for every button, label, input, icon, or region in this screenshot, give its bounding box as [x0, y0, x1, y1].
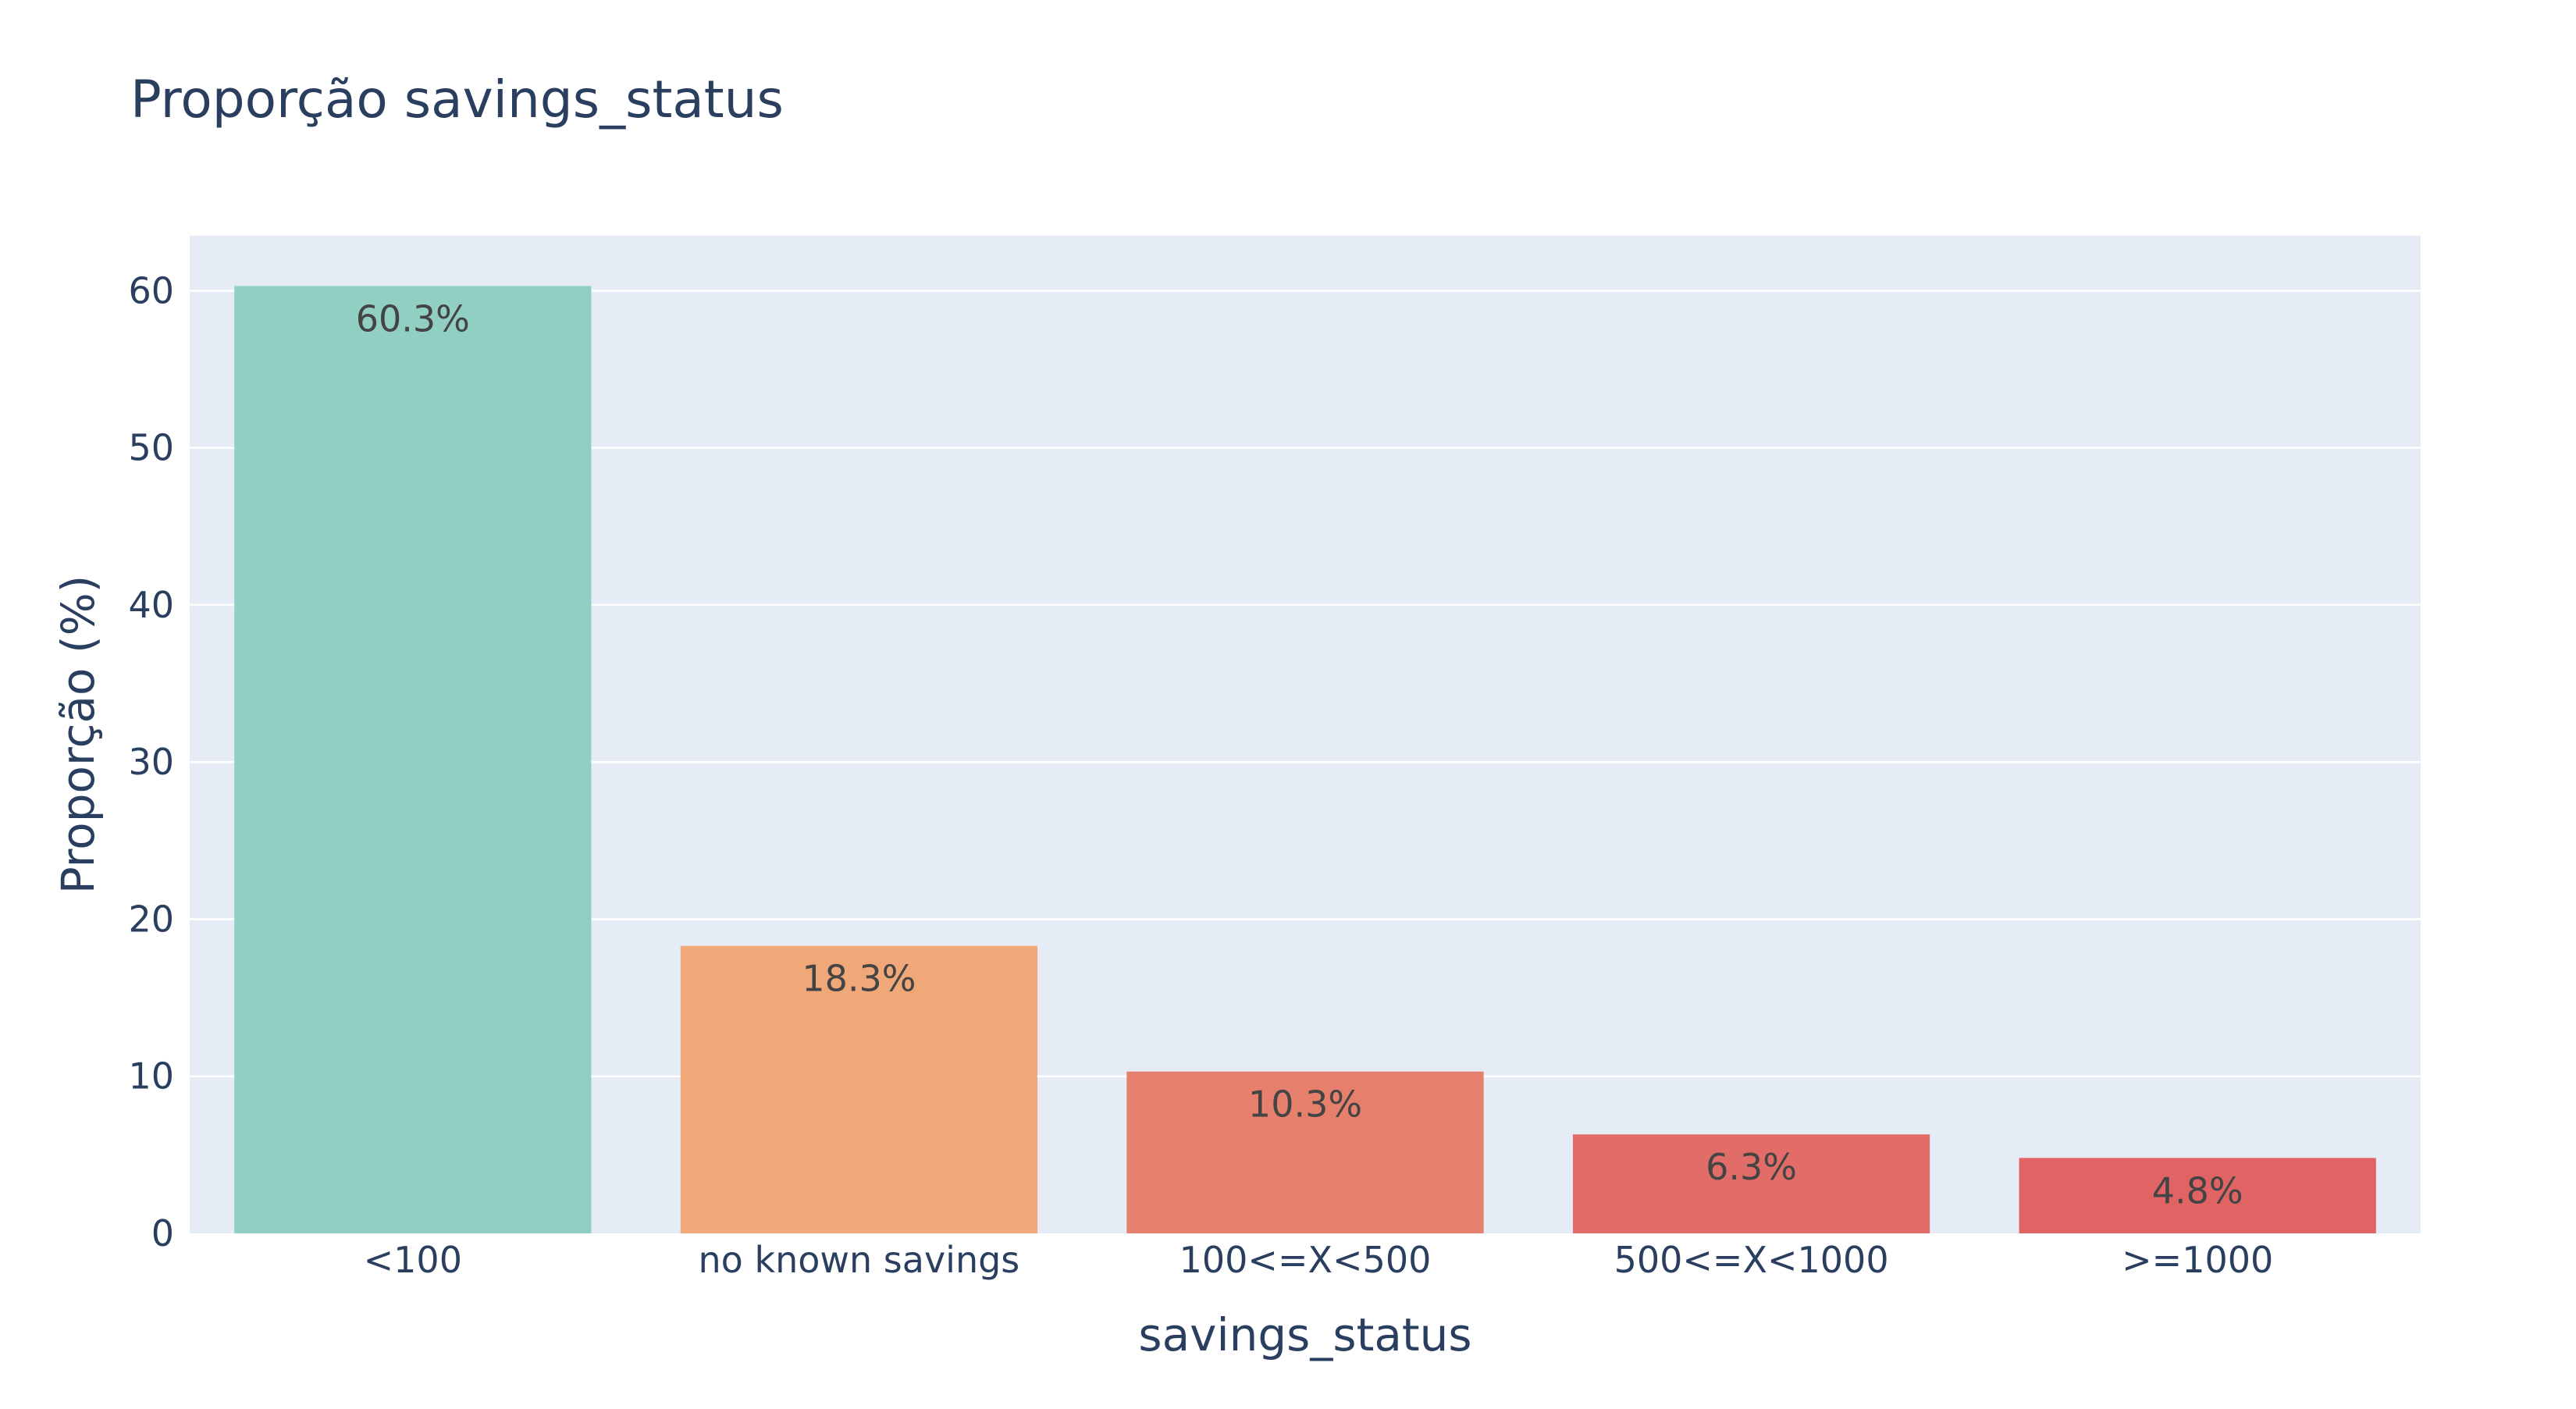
axis-ticks: 0 10 20 30 40 50 60 <100 no known savings 100<=X<… [128, 269, 2273, 1281]
bars: 60.3% 18.3% 10.3% 6.3% 4.8% [234, 286, 2376, 1234]
y-tick-label: 30 [128, 741, 174, 783]
y-tick-label: 40 [128, 584, 174, 626]
x-axis-title: savings_status [1138, 1308, 1471, 1361]
data-label: 4.8% [2152, 1169, 2243, 1212]
y-tick-label: 20 [128, 898, 174, 940]
bar [1572, 1134, 1930, 1233]
y-tick-label: 0 [151, 1212, 174, 1254]
y-tick-label: 50 [128, 427, 174, 469]
chart-title: Proporção savings_status [130, 69, 784, 130]
data-label: 60.3% [356, 297, 470, 340]
data-label: 18.3% [802, 958, 916, 1000]
x-tick-label: 500<=X<1000 [1614, 1239, 1889, 1281]
x-tick-label: 100<=X<500 [1179, 1239, 1432, 1281]
y-tick-label: 10 [128, 1055, 174, 1098]
bar [234, 286, 592, 1234]
bar [1126, 1071, 1484, 1233]
x-tick-label: >=1000 [2122, 1239, 2273, 1281]
bar [2019, 1158, 2376, 1233]
data-label: 6.3% [1706, 1146, 1797, 1188]
y-tick-label: 60 [128, 269, 174, 311]
bar [680, 945, 1038, 1233]
y-axis-title: Proporção (%) [52, 575, 105, 895]
data-label: 10.3% [1248, 1083, 1362, 1126]
x-tick-label: no known savings [699, 1239, 1020, 1281]
x-tick-label: <100 [364, 1239, 462, 1281]
